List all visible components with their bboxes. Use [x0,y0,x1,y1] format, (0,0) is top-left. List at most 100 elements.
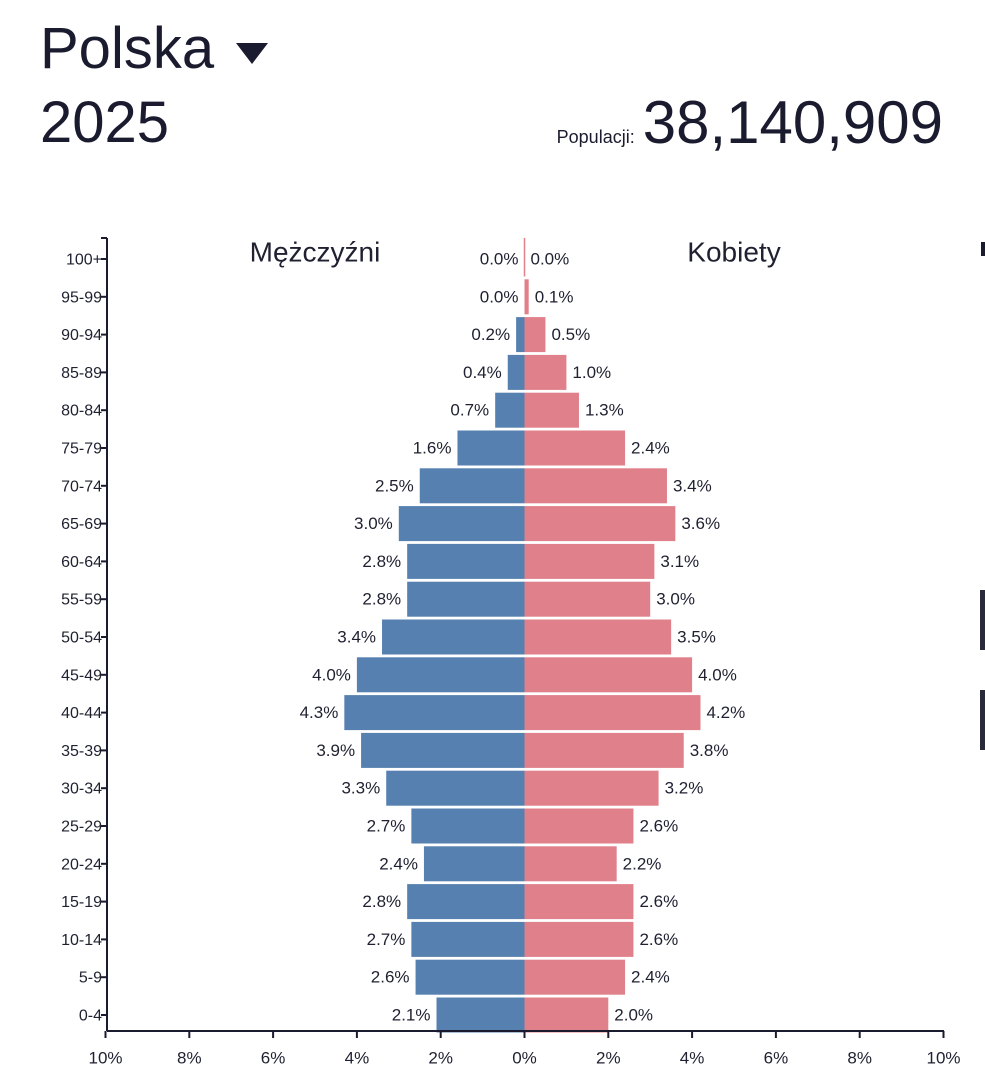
female-bar [524,468,667,504]
female-bar [524,392,579,428]
male-bar [356,657,525,693]
female-value-label: 4.2% [706,703,745,722]
age-group-label: 25-29 [61,819,102,836]
male-bar [382,619,525,655]
age-group-label: 65-69 [61,516,102,533]
female-value-label: 3.6% [681,514,720,533]
age-group-label: 70-74 [61,478,102,495]
female-bar [524,317,546,353]
male-value-label: 3.4% [337,628,376,647]
female-value-label: 2.0% [614,1006,653,1025]
age-group-label: 95-99 [61,289,102,306]
female-value-label: 3.5% [677,628,716,647]
population-label: Populacji: [556,127,635,147]
female-bar [524,354,567,390]
female-bar [524,884,634,920]
male-value-label: 2.8% [362,552,401,571]
female-bar [524,657,693,693]
male-bar [407,884,525,920]
age-group-label: 20-24 [61,856,102,873]
female-bar [524,770,659,806]
female-bar [524,921,634,957]
female-value-label: 2.4% [631,968,670,987]
x-tick-label: 6% [764,1049,789,1068]
age-group-label: 85-89 [61,365,102,382]
female-bar [524,430,626,466]
x-tick-label: 4% [680,1049,705,1068]
male-value-label: 2.7% [367,817,406,836]
male-value-label: 2.6% [371,968,410,987]
age-group-label: 35-39 [61,743,102,760]
female-value-label: 3.1% [660,552,699,571]
x-tick-label: 6% [261,1049,286,1068]
male-value-label: 2.4% [379,854,418,873]
edge-fragment [980,590,985,650]
female-value-label: 1.0% [572,363,611,382]
male-value-label: 0.2% [471,325,510,344]
female-bar [524,506,676,542]
male-bar [411,921,525,957]
male-value-label: 2.5% [375,476,414,495]
x-tick-label: 10% [926,1049,960,1068]
age-group-label: 10-14 [61,932,102,949]
x-tick-label: 8% [177,1049,202,1068]
age-group-label: 50-54 [61,630,102,647]
male-value-label: 2.1% [392,1006,431,1025]
female-value-label: 0.5% [551,325,590,344]
edge-fragment [981,242,985,256]
male-value-label: 2.7% [367,930,406,949]
male-value-label: 0.0% [480,287,519,306]
female-bar [524,732,684,768]
x-tick-label: 2% [596,1049,621,1068]
female-value-label: 2.4% [631,439,670,458]
female-bar [524,997,609,1033]
country-selector[interactable]: Polska [40,14,269,84]
male-bar [423,846,525,882]
male-bar [419,468,525,504]
male-value-label: 2.8% [362,590,401,609]
age-group-label: 40-44 [61,705,102,722]
male-value-label: 4.0% [312,665,351,684]
x-tick-label: 0% [512,1049,537,1068]
population-value: 38,140,909 [642,89,943,156]
male-bar [411,808,525,844]
male-value-label: 4.3% [300,703,339,722]
male-value-label: 3.3% [341,779,380,798]
male-series-title: Mężczyźni [250,237,381,268]
male-bar [495,392,525,428]
female-bar [524,279,529,315]
female-bar [524,695,701,731]
male-bar [398,506,525,542]
female-value-label: 1.3% [585,401,624,420]
caret-down-icon[interactable] [236,42,269,64]
female-bar [524,959,626,995]
male-bar [415,959,525,995]
male-value-label: 1.6% [413,439,452,458]
male-bar [407,543,525,579]
age-group-label: 0-4 [79,1008,102,1025]
age-group-label: 100+ [66,252,102,269]
x-tick-label: 4% [345,1049,370,1068]
male-bar [507,354,525,390]
male-bar [457,430,525,466]
age-group-label: 45-49 [61,667,102,684]
male-value-label: 3.0% [354,514,393,533]
age-group-label: 15-19 [61,894,102,911]
male-value-label: 0.7% [450,401,489,420]
edge-fragment [980,690,985,750]
country-name[interactable]: Polska [40,16,215,81]
female-bar [524,619,672,655]
female-value-label: 0.1% [535,287,574,306]
age-group-label: 80-84 [61,403,102,420]
female-value-label: 3.0% [656,590,695,609]
female-bar [524,581,651,617]
male-bar [436,997,525,1033]
male-bar [386,770,525,806]
male-value-label: 0.4% [463,363,502,382]
male-bar [407,581,525,617]
age-group-label: 60-64 [61,554,102,571]
year-label: 2025 [40,90,170,155]
female-series-title: Kobiety [687,237,780,268]
